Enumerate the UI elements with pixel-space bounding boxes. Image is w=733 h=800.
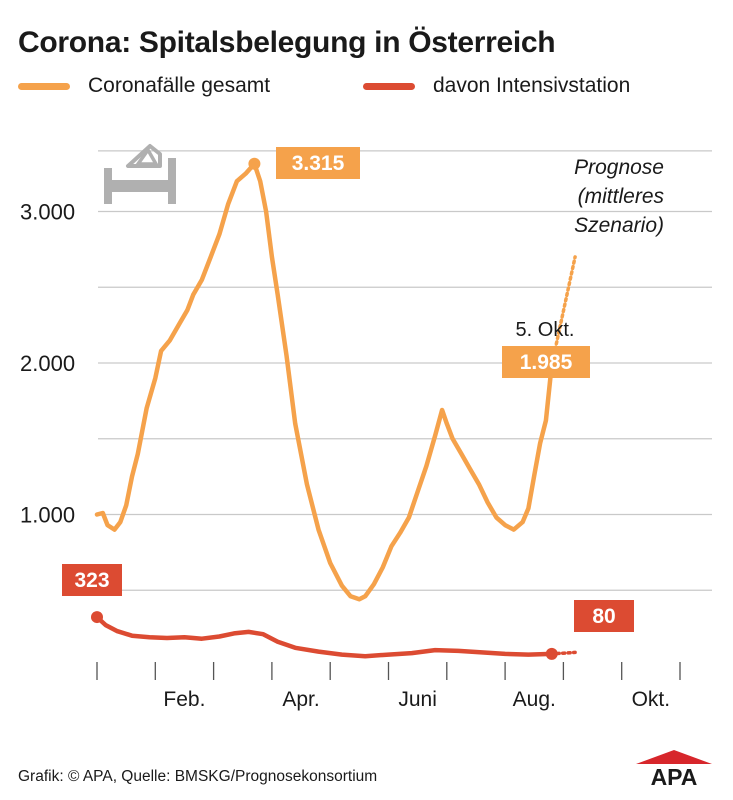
legend-item-icu: davon Intensivstation xyxy=(363,74,630,98)
legend-swatch-icu xyxy=(363,82,415,90)
x-tick-label-2: Juni xyxy=(398,688,437,711)
apa-logo-text: APA xyxy=(651,764,698,788)
value-label-2: 323 xyxy=(74,569,109,592)
forecast-label-line-2: Szenario) xyxy=(574,214,664,237)
legend-label-icu: davon Intensivstation xyxy=(433,74,631,97)
x-tick-label-4: Okt. xyxy=(632,688,671,711)
value-label-box-0 xyxy=(276,147,360,179)
forecast-label-line-0: Prognose xyxy=(574,156,664,179)
y-tick-label-1000: 1.000 xyxy=(20,503,75,528)
apa-logo-roof xyxy=(636,750,712,764)
x-tick-label-1: Apr. xyxy=(282,688,319,711)
value-label-0: 3.315 xyxy=(292,152,345,175)
bed-person xyxy=(134,146,160,166)
marker-0 xyxy=(248,157,261,170)
source-footer: Grafik: © APA, Quelle: BMSKG/Prognosekon… xyxy=(18,768,378,785)
series-line-1 xyxy=(94,614,554,659)
x-tick-label-0: Feb. xyxy=(163,688,205,711)
y-tick-label-3000: 3.000 xyxy=(20,200,75,225)
bed-post-right xyxy=(168,158,176,204)
x-tick-label-3: Aug. xyxy=(513,688,556,711)
legend-item-total: Coronafälle gesamt xyxy=(18,74,270,98)
y-tick-label-2000: 2.000 xyxy=(20,351,75,376)
date-label-1: 5. Okt. xyxy=(516,319,575,341)
legend: Coronafälle gesamt davon Intensivstation xyxy=(18,74,718,104)
legend-label-total: Coronafälle gesamt xyxy=(88,74,271,97)
value-label-box-3 xyxy=(574,600,634,632)
bed-frame xyxy=(104,180,176,192)
forecast-label-line-1: (mittleres xyxy=(578,185,665,208)
value-label-1: 1.985 xyxy=(520,351,573,374)
line-chart: 1.000 2.000 3.000 Feb. Apr. Juni Aug. Okt. 3.315… xyxy=(20,144,712,711)
apa-logo: APA xyxy=(636,750,712,788)
chart-title: Corona: Spitalsbelegung in Österreich xyxy=(18,26,556,59)
series-line-0 xyxy=(94,161,554,602)
marker-2 xyxy=(91,611,103,624)
hospital-bed-icon xyxy=(104,144,176,204)
legend-swatch-total xyxy=(18,82,70,90)
value-label-box-2 xyxy=(62,564,122,596)
marker-3 xyxy=(545,647,558,660)
value-label-3: 80 xyxy=(592,605,615,628)
value-label-box-1 xyxy=(502,346,590,378)
bed-pillow xyxy=(126,144,162,168)
